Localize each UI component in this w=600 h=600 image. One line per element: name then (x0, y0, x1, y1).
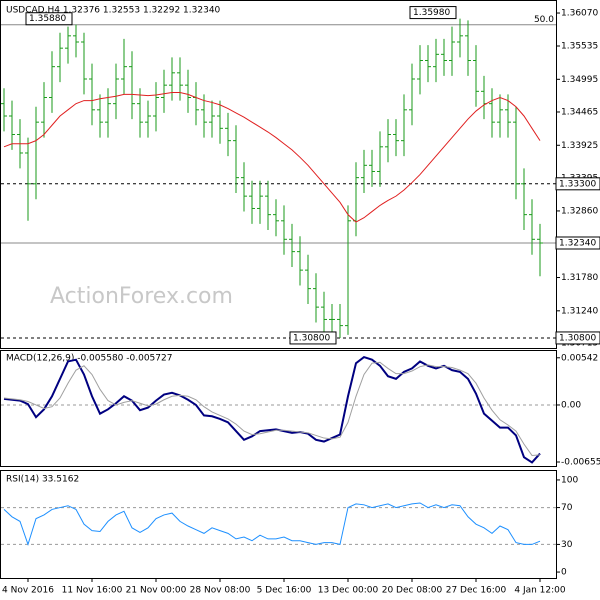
annotation-box (409, 6, 457, 20)
y-tick-label: 1.35535 (561, 42, 598, 52)
y-tick-label: 1.34465 (561, 107, 598, 117)
y-tick-label: 1.31780 (561, 273, 598, 283)
x-tick-label: 21 Nov 00:00 (126, 586, 187, 596)
y-tick-label: 30 (561, 540, 573, 550)
x-tick-label: 5 Dec 16:00 (257, 586, 312, 596)
x-tick-label: 27 Dec 16:00 (446, 586, 507, 596)
y-tick-label: 100 (561, 475, 578, 485)
price-box-label: 1.32340 (559, 238, 596, 248)
annotation-label: 1.30800 (293, 333, 330, 343)
x-tick-label: 28 Nov 08:00 (190, 586, 251, 596)
level-label: 50.0 (534, 15, 554, 25)
annotation-box (289, 331, 337, 345)
y-tick-label: 1.31240 (561, 306, 598, 316)
annotation-label: 1.35980 (413, 8, 450, 18)
y-tick-label: 0.00542 (561, 353, 598, 363)
price-box (555, 331, 600, 345)
price-box-label: 1.33300 (559, 179, 596, 189)
indicator-line (3, 502, 541, 547)
y-tick-label: 1.36070 (561, 9, 598, 19)
price-box (555, 177, 600, 191)
price-box-label: 1.30800 (559, 333, 596, 343)
main-title: USDCAD,H4 1.32376 1.32553 1.32292 1.3234… (6, 6, 221, 16)
rsi-title: RSI(14) 33.5162 (6, 475, 79, 485)
y-tick-label: 1.32860 (561, 206, 598, 216)
y-tick-label: 0.00 (561, 400, 581, 410)
y-tick-label: 1.34995 (561, 75, 598, 85)
indicator-line (3, 361, 541, 456)
y-tick-label: 70 (561, 503, 573, 513)
macd-panel (0, 350, 557, 467)
moving-average (3, 92, 541, 223)
x-tick-label: 20 Dec 08:00 (382, 586, 443, 596)
rsi-panel (0, 470, 557, 579)
macd-title: MACD(12,26,9) -0.005580 -0.005727 (6, 354, 172, 364)
price-box (555, 236, 600, 250)
y-tick-label: 1.33925 (561, 141, 598, 151)
x-tick-label: 13 Dec 00:00 (318, 586, 379, 596)
indicator-line (3, 355, 541, 464)
annotation-label: 1.35880 (29, 14, 66, 24)
annotation-box (25, 12, 73, 26)
main-panel (0, 0, 557, 349)
x-tick-label: 11 Nov 16:00 (62, 586, 123, 596)
watermark: ActionForex.com (50, 284, 233, 309)
y-tick-label: 0 (561, 568, 567, 578)
x-tick-label: 4 Nov 2016 (2, 586, 54, 596)
x-tick-label: 4 Jan 12:00 (514, 586, 566, 596)
